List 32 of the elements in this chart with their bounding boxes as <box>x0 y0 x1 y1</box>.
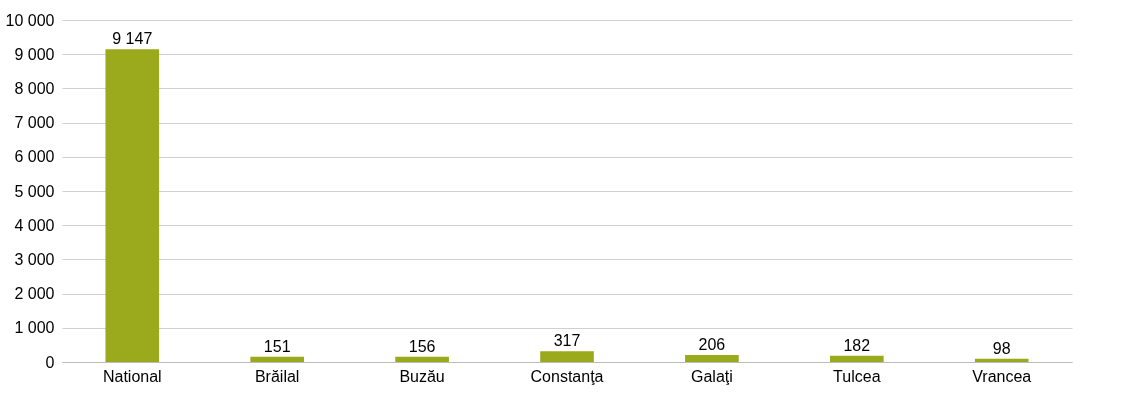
x-tick-label: Galaţi <box>691 367 733 385</box>
data-label: 317 <box>553 332 581 350</box>
data-label: 151 <box>263 337 291 355</box>
data-label: 156 <box>408 337 436 355</box>
bar <box>540 351 594 362</box>
y-tick-label: 0 <box>45 353 55 371</box>
y-tick-label: 9 000 <box>14 45 55 63</box>
y-tick-label: 6 000 <box>14 148 55 166</box>
x-tick-label: Constanţa <box>530 367 604 385</box>
y-tick-label: 3 000 <box>14 250 55 268</box>
bar <box>250 356 304 362</box>
x-tick-label: Buzău <box>399 367 445 385</box>
data-label: 206 <box>698 335 726 353</box>
y-tick-label: 7 000 <box>14 114 55 132</box>
y-tick-label: 2 000 <box>14 285 55 303</box>
bar <box>395 356 449 362</box>
x-tick-label: National <box>102 367 162 385</box>
x-tick-label: Brăilal <box>254 367 300 385</box>
y-tick-label: 4 000 <box>14 216 55 234</box>
y-tick-label: 10 000 <box>5 11 55 29</box>
bar <box>830 355 884 362</box>
y-tick-label: 8 000 <box>14 79 55 97</box>
x-tick-label: Vrancea <box>972 367 1032 385</box>
bar <box>685 354 739 362</box>
data-label: 182 <box>843 336 871 354</box>
bar <box>974 358 1029 362</box>
x-tick-label: Tulcea <box>833 367 881 385</box>
data-label: 98 <box>992 339 1011 357</box>
y-tick-label: 1 000 <box>14 319 55 337</box>
y-tick-label: 5 000 <box>14 182 55 200</box>
data-label: 9 147 <box>112 30 153 48</box>
bar <box>105 49 160 362</box>
